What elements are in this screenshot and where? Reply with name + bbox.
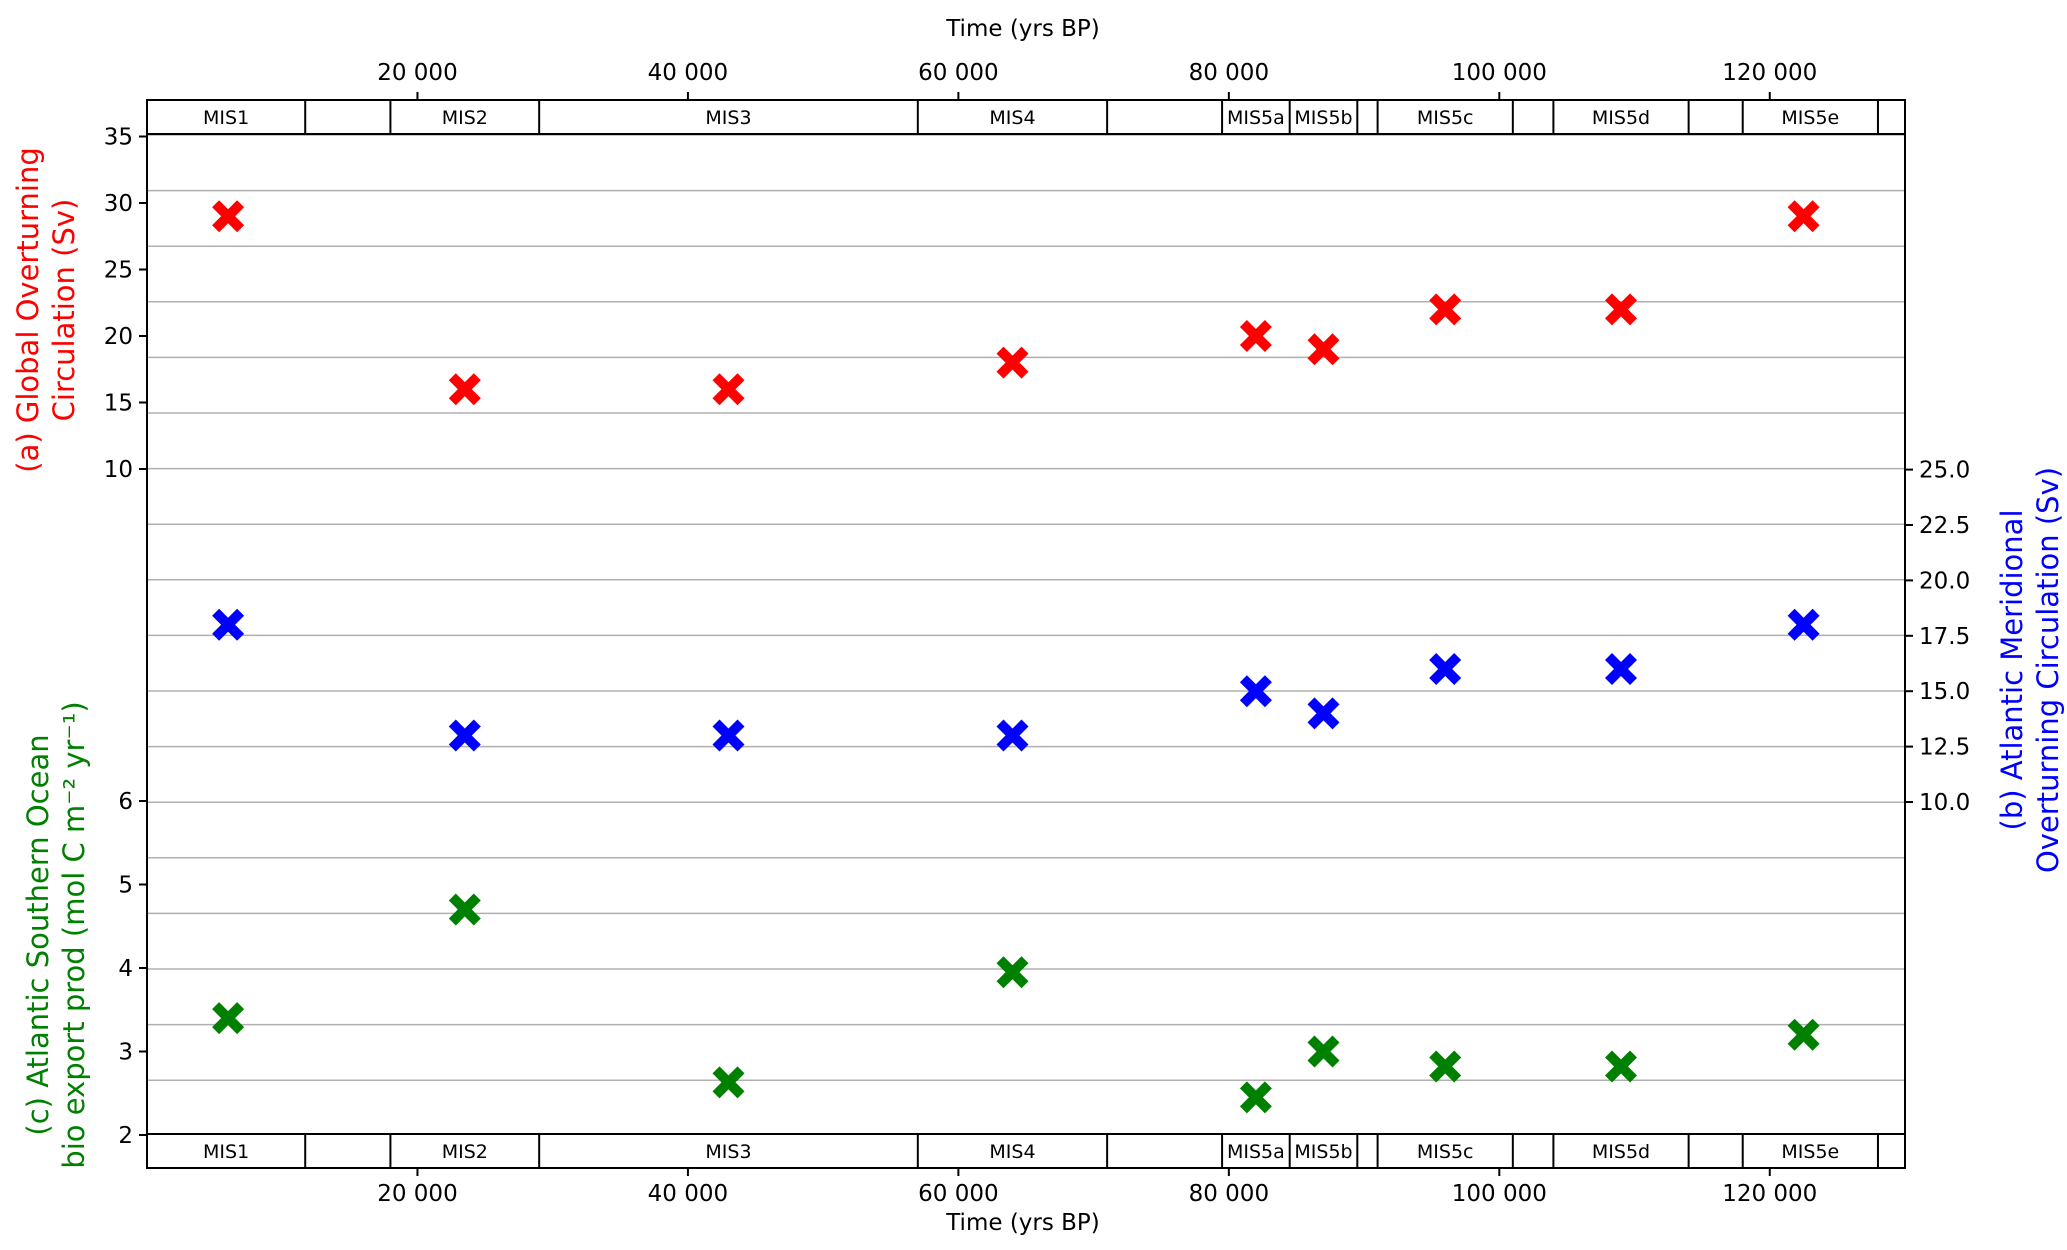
mis-stage-band-top: MIS1 MIS2 MIS3 MIS4 MIS5a MIS5b MIS5c MIS5d MIS5…: [146, 99, 1906, 135]
svg-text:(c) Atlantic Southern Oceanbio: (c) Atlantic Southern Oceanbio export pr…: [21, 701, 91, 1168]
gridlines: [147, 134, 1905, 1137]
y-tick-label-right: 20.0: [1919, 568, 1970, 594]
y-tick-label-left: 30: [104, 191, 133, 217]
y-tick-label-right: 22.5: [1919, 513, 1970, 539]
y-tick-label-right: 10.0: [1919, 790, 1970, 816]
data-point: [1239, 320, 1272, 352]
mis-stage-band-bottom: MIS1 MIS2 MIS3 MIS4 MIS5a MIS5b MIS5c MIS5d MIS5…: [146, 1133, 1906, 1169]
mis-label: MIS2: [442, 107, 488, 129]
mis-label: MIS5c: [1417, 1141, 1474, 1163]
data-markers: [212, 200, 1820, 1114]
x-axis-top: 20 000 40 000 60 000 80 000 100 000 120 000: [377, 60, 1817, 100]
y-axis-right: 10.0 12.5 15.0 17.5 20.0 22.5 25.0: [1905, 458, 1970, 816]
data-point: [1787, 200, 1820, 233]
data-point: [212, 608, 245, 641]
mis-label: MIS2: [442, 1141, 488, 1163]
data-point: [996, 956, 1029, 989]
x-tick-label-bottom: 40 000: [648, 1181, 728, 1207]
y-tick-label-right: 15.0: [1919, 679, 1970, 705]
data-point: [996, 719, 1029, 752]
mis-label: MIS5d: [1592, 1141, 1650, 1163]
y-axis-title-a: (a) Global OverturningCirculation (Sv): [11, 147, 81, 473]
x-tick-label-bottom: 120 000: [1722, 1181, 1817, 1207]
x-tick-label-top: 80 000: [1189, 60, 1269, 86]
data-point: [448, 373, 481, 406]
mis-label: MIS4: [989, 1141, 1035, 1163]
data-point: [712, 1066, 745, 1099]
mis-label: MIS5b: [1294, 107, 1352, 129]
mis-label: MIS5e: [1781, 1141, 1839, 1163]
data-point: [1429, 653, 1462, 685]
y-tick-label-left: 6: [118, 789, 133, 815]
y-tick-label-left: 3: [118, 1040, 133, 1066]
data-point: [996, 346, 1029, 379]
y-tick-label-right: 12.5: [1919, 735, 1970, 761]
x-tick-label-top: 40 000: [648, 60, 728, 86]
y-tick-label-right: 25.0: [1919, 458, 1970, 484]
y-tick-label-right: 17.5: [1919, 624, 1970, 650]
data-point: [712, 719, 745, 752]
x-tick-label-bottom: 60 000: [918, 1181, 998, 1207]
data-point: [1787, 608, 1820, 641]
data-point: [1239, 675, 1272, 708]
data-point: [712, 373, 745, 406]
x-axis-title-top: Time (yrs BP): [945, 16, 1100, 42]
x-tick-label-top: 100 000: [1452, 60, 1547, 86]
y-tick-label-left: 10: [104, 457, 133, 483]
data-point: [1429, 293, 1462, 326]
data-point: [212, 1002, 245, 1035]
svg-text:(a) Global OverturningCirculat: (a) Global OverturningCirculation (Sv): [11, 147, 81, 473]
mis-label: MIS5b: [1294, 1141, 1352, 1163]
data-point: [1605, 1050, 1637, 1083]
x-tick-label-bottom: 20 000: [377, 1181, 457, 1207]
y-axis-left: 10 15 20 25 30 35 2 3 4 5 6: [104, 125, 147, 1149]
mis-label: MIS5a: [1227, 107, 1285, 129]
mis-label: MIS3: [705, 1141, 751, 1163]
y-tick-label-left: 5: [118, 873, 133, 899]
data-point: [1307, 1035, 1340, 1068]
mis-label: MIS5c: [1417, 107, 1474, 129]
y-axis-title-b: (b) Atlantic MeridionalOverturning Circu…: [1995, 467, 2065, 873]
data-point: [1307, 697, 1340, 730]
y-tick-label-left: 25: [104, 258, 133, 284]
y-tick-label-left: 4: [118, 956, 133, 982]
x-axis-bottom: 20 000 40 000 60 000 80 000 100 000 120 000: [377, 1168, 1817, 1207]
mis-label: MIS1: [203, 1141, 249, 1163]
y-tick-label-left: 2: [118, 1123, 133, 1149]
y-tick-label-left: 35: [104, 125, 133, 151]
mis-label: MIS5a: [1227, 1141, 1285, 1163]
data-point: [1307, 333, 1340, 366]
x-tick-label-bottom: 100 000: [1452, 1181, 1547, 1207]
y-tick-label-left: 15: [104, 391, 133, 417]
svg-text:(b) Atlantic MeridionalOvertur: (b) Atlantic MeridionalOverturning Circu…: [1995, 467, 2065, 873]
y-axis-title-c: (c) Atlantic Southern Oceanbio export pr…: [21, 701, 91, 1168]
y-tick-label-left: 20: [104, 324, 133, 350]
mis-label: MIS4: [989, 107, 1035, 129]
x-tick-label-bottom: 80 000: [1189, 1181, 1269, 1207]
x-tick-label-top: 60 000: [918, 60, 998, 86]
data-point: [448, 893, 481, 926]
data-point: [212, 200, 245, 233]
x-tick-label-top: 120 000: [1722, 60, 1817, 86]
mis-label: MIS5e: [1781, 107, 1839, 129]
data-point: [1429, 1050, 1462, 1083]
data-point: [1605, 293, 1637, 326]
data-point: [1787, 1018, 1820, 1051]
mis-label: MIS1: [203, 107, 249, 129]
plot-frame: [146, 99, 1906, 1169]
data-point: [448, 719, 481, 752]
mis-label: MIS5d: [1592, 107, 1650, 129]
data-point: [1605, 653, 1637, 685]
x-tick-label-top: 20 000: [377, 60, 457, 86]
data-point: [1239, 1081, 1272, 1114]
x-axis-title-bottom: Time (yrs BP): [945, 1210, 1100, 1236]
mis-label: MIS3: [705, 107, 751, 129]
